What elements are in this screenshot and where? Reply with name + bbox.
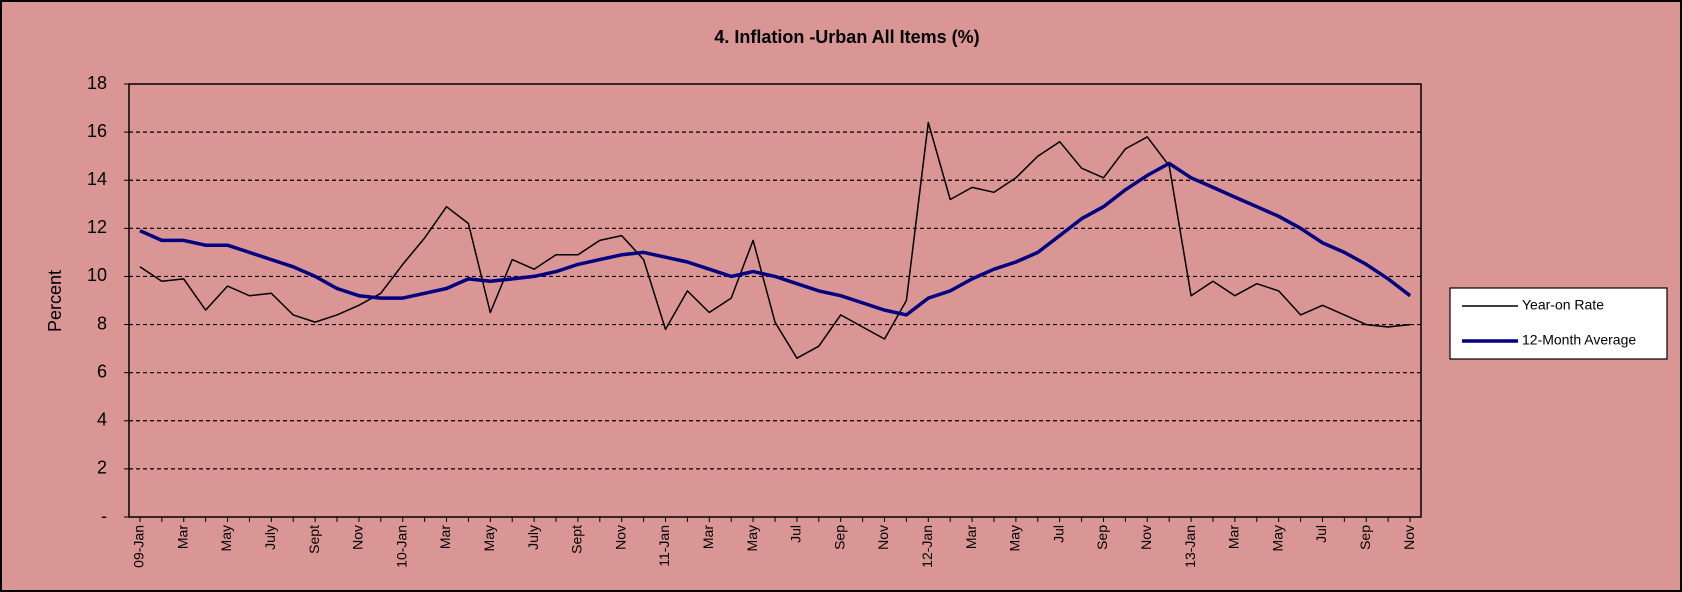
y-tick-label: - [101,506,107,526]
y-tick-label: 16 [87,121,107,141]
x-tick-label: Mar [963,525,979,549]
y-tick-label: 8 [97,313,107,333]
x-tick-label: Mar [700,525,716,549]
x-tick-label: Nov [350,525,366,550]
y-axis-label: Percent [45,270,65,332]
x-tick-label: Nov [875,525,891,550]
chart-title: 4. Inflation -Urban All Items (%) [714,27,979,47]
x-tick-label: Sept [306,525,322,554]
line-series [139,121,1411,359]
x-tick-label: Jul [788,525,804,543]
x-tick-label: Mar [174,525,190,549]
x-tick-label: Mar [1226,525,1242,549]
x-tick-label: Sep [1357,525,1373,550]
x-tick-label: Nov [612,525,628,550]
x-tick-label: Nov [1401,525,1417,550]
y-tick-label: 14 [87,169,107,189]
line-series [139,161,1412,317]
x-tick-label: Jul [1313,525,1329,543]
legend-box [1449,287,1668,360]
x-tick-label: Sep [1094,525,1110,550]
y-tick-label: 12 [87,217,107,237]
x-tick-label: May [744,525,760,551]
y-tick-label: 2 [97,458,107,478]
y-tick-label: 10 [87,265,107,285]
x-tick-label: Sept [569,525,585,554]
y-tick-label: 4 [97,410,107,430]
legend-label: 12-Month Average [1522,332,1636,348]
x-tick-label: Mar [437,525,453,549]
x-tick-label: 12-Jan [919,525,935,568]
x-tick-label: May [1007,525,1023,551]
x-tick-label: 09-Jan [131,525,147,568]
x-tick-label: July [262,525,278,550]
x-tick-label: 10-Jan [393,525,409,568]
x-tick-label: May [218,525,234,551]
y-tick-label: 18 [87,73,107,93]
x-tick-label: Sep [831,525,847,550]
x-tick-label: May [1269,525,1285,551]
x-tick-label: May [481,525,497,551]
y-tick-label: 6 [97,361,107,381]
x-tick-label: 11-Jan [656,525,672,567]
x-tick-label: Jul [1050,525,1066,543]
x-tick-label: 13-Jan [1182,525,1198,568]
legend-label: Year-on Rate [1522,297,1604,313]
x-tick-label: July [525,525,541,550]
x-tick-label: Nov [1138,525,1154,550]
